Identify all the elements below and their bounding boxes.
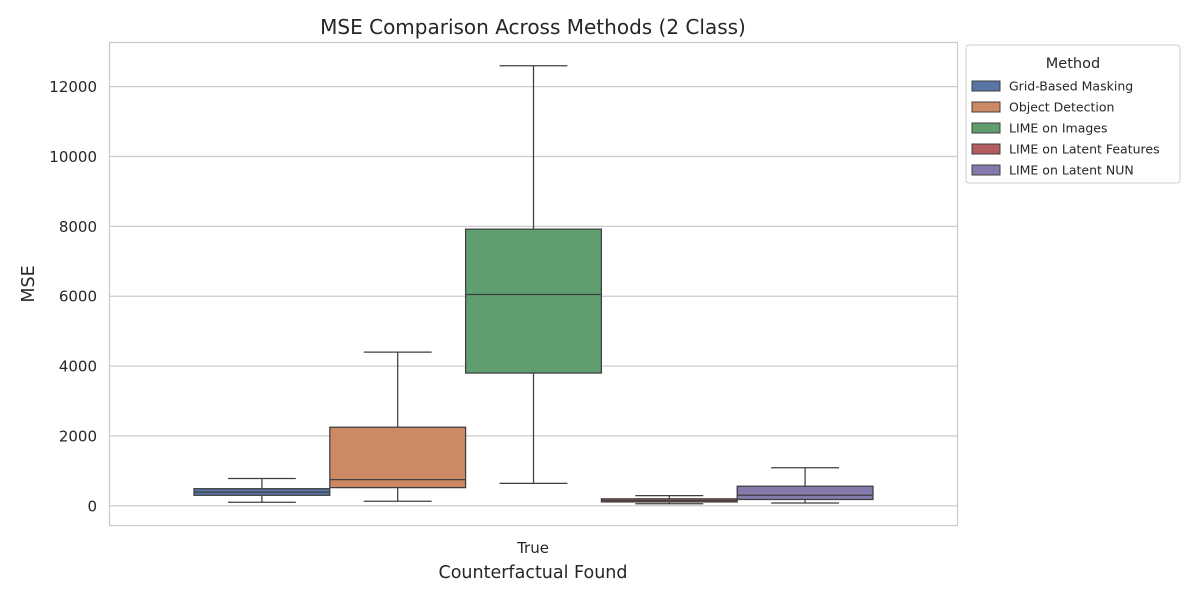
legend-swatch bbox=[971, 122, 1001, 134]
legend-frame bbox=[965, 44, 1181, 184]
y-tick-label: 10000 bbox=[49, 148, 97, 166]
legend: Method Grid-Based Masking Object Detectio… bbox=[965, 44, 1181, 184]
legend-items: Grid-Based Masking Object Detection LIME o… bbox=[971, 79, 1160, 178]
legend-label: LIME on Latent Features bbox=[1009, 142, 1160, 157]
legend-item: Grid-Based Masking bbox=[971, 79, 1133, 94]
box-grid-based-masking bbox=[193, 477, 331, 503]
legend-swatch bbox=[971, 143, 1001, 155]
legend-item: LIME on Latent Features bbox=[971, 142, 1160, 157]
legend-label: LIME on Latent NUN bbox=[1009, 163, 1134, 178]
legend-swatch bbox=[971, 80, 1001, 92]
y-tick-label: 12000 bbox=[49, 78, 97, 96]
y-tick-label: 2000 bbox=[59, 427, 97, 445]
box-iqr bbox=[329, 426, 467, 489]
x-axis-title: Counterfactual Found bbox=[439, 563, 628, 583]
legend-label: Grid-Based Masking bbox=[1009, 79, 1133, 94]
box-object-detection bbox=[329, 351, 467, 502]
plot-frame bbox=[108, 41, 959, 527]
chart-title: MSE Comparison Across Methods (2 Class) bbox=[320, 15, 746, 39]
legend-item: LIME on Images bbox=[971, 121, 1108, 136]
box-lime-on-latent-features bbox=[600, 495, 738, 505]
box-lime-on-images bbox=[464, 65, 603, 485]
legend-swatch bbox=[971, 164, 1001, 176]
legend-label: LIME on Images bbox=[1009, 121, 1108, 136]
legend-label: Object Detection bbox=[1009, 100, 1114, 115]
boxes bbox=[193, 65, 874, 505]
y-tick-label: 8000 bbox=[59, 218, 97, 236]
y-tick-label: 4000 bbox=[59, 358, 97, 376]
y-tick-label: 6000 bbox=[59, 288, 97, 306]
box-iqr bbox=[736, 485, 874, 501]
y-axis-title: MSE bbox=[19, 265, 39, 302]
legend-item: Object Detection bbox=[971, 100, 1114, 115]
legend-item: LIME on Latent NUN bbox=[971, 163, 1134, 178]
legend-swatch bbox=[971, 101, 1001, 113]
y-tick-label: 0 bbox=[87, 497, 97, 515]
box-iqr bbox=[464, 228, 603, 374]
y-tick-labels: 0 2000 4000 6000 8000 10000 12000 bbox=[49, 78, 97, 515]
box-lime-on-latent-nun bbox=[736, 467, 874, 504]
x-tick-label-true: True bbox=[516, 539, 549, 557]
legend-title: Method bbox=[1046, 56, 1100, 72]
